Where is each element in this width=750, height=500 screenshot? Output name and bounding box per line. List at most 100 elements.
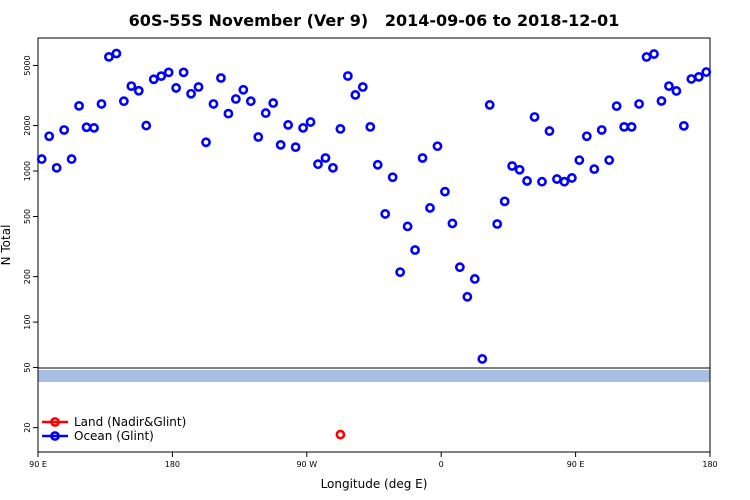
data-point — [350, 90, 361, 100]
data-point — [223, 108, 234, 119]
data-point — [342, 71, 353, 81]
data-point — [626, 121, 637, 132]
data-point — [111, 48, 122, 59]
data-point — [522, 176, 532, 186]
data-point — [51, 162, 62, 173]
data-point — [104, 51, 114, 62]
y-tick-label: 2000 — [23, 115, 32, 135]
data-point — [432, 141, 443, 152]
y-tick-label: 1000 — [23, 161, 32, 181]
x-tick-label: 90 E — [567, 460, 585, 469]
x-tick-label: 90 E — [29, 460, 47, 469]
data-point — [245, 96, 256, 107]
data-point — [447, 218, 458, 229]
data-point — [402, 221, 413, 232]
data-point — [462, 291, 473, 302]
data-point — [619, 121, 630, 132]
y-tick-label: 20 — [23, 423, 32, 433]
data-point — [96, 99, 107, 109]
data-point — [357, 82, 368, 92]
data-point — [678, 121, 689, 131]
data-point — [559, 176, 570, 187]
data-point — [611, 101, 622, 112]
data-point — [201, 137, 211, 148]
data-point — [283, 120, 294, 130]
data-point — [440, 186, 450, 197]
data-point — [238, 84, 249, 95]
data-point — [454, 262, 465, 273]
legend-marker — [50, 417, 60, 427]
data-point — [126, 81, 137, 92]
data-point — [484, 100, 495, 110]
data-point — [372, 159, 383, 170]
data-point — [596, 125, 607, 135]
legend-marker — [50, 431, 60, 441]
data-point — [514, 164, 525, 175]
data-point — [552, 174, 562, 184]
separator-band — [38, 370, 710, 382]
y-axis-label: N Total — [0, 225, 13, 266]
data-point — [216, 73, 226, 83]
data-point — [492, 219, 503, 229]
data-point — [156, 71, 167, 82]
data-point — [133, 85, 144, 96]
data-point — [186, 88, 196, 99]
data-point — [208, 99, 219, 109]
data-point — [335, 124, 346, 134]
data-point — [74, 100, 84, 111]
data-point — [410, 245, 420, 255]
data-point — [178, 67, 189, 78]
data-point — [589, 164, 600, 175]
data-point — [604, 155, 615, 166]
legend-label: Ocean (Glint) — [74, 429, 154, 443]
x-tick-label: 90 W — [296, 460, 317, 469]
data-point — [395, 267, 406, 278]
y-tick-label: 100 — [23, 314, 32, 329]
data-point — [425, 203, 435, 213]
data-point — [193, 82, 204, 92]
data-point — [81, 122, 92, 133]
data-point — [171, 83, 182, 93]
y-tick-label: 5000 — [23, 55, 32, 75]
data-point — [163, 67, 174, 78]
data-point — [664, 81, 674, 92]
data-point — [380, 209, 391, 219]
data-point — [566, 173, 577, 183]
data-point — [268, 98, 279, 108]
data-point — [417, 153, 428, 163]
x-tick-label: 0 — [439, 460, 444, 469]
data-point — [44, 131, 55, 142]
data-point — [507, 161, 518, 171]
data-point — [544, 126, 555, 136]
data-point — [290, 142, 301, 153]
legend-label: Land (Nadir&Glint) — [74, 415, 186, 429]
data-point — [320, 153, 331, 163]
data-point — [328, 162, 338, 173]
data-point — [89, 123, 99, 133]
data-point — [701, 67, 712, 77]
data-point — [148, 74, 159, 85]
data-point — [230, 94, 241, 104]
data-point — [305, 117, 316, 127]
data-point — [477, 354, 488, 364]
data-point — [581, 131, 592, 142]
chart-title: 60S-55S November (Ver 9) 2014-09-06 to 2… — [129, 11, 620, 30]
data-point — [469, 274, 480, 284]
data-point — [671, 86, 682, 96]
data-point — [260, 108, 271, 118]
data-point — [649, 49, 659, 59]
data-point — [335, 429, 346, 440]
data-point — [253, 132, 264, 142]
y-tick-label: 200 — [23, 269, 32, 284]
data-point — [529, 112, 540, 122]
data-point — [275, 139, 286, 150]
data-point — [641, 52, 652, 62]
x-tick-label: 180 — [165, 460, 180, 469]
data-point — [141, 120, 152, 131]
y-tick-label: 50 — [23, 362, 32, 372]
data-point — [36, 154, 47, 164]
data-point — [574, 155, 585, 166]
data-point — [387, 172, 398, 183]
data-point — [693, 72, 704, 82]
data-point — [499, 196, 510, 207]
